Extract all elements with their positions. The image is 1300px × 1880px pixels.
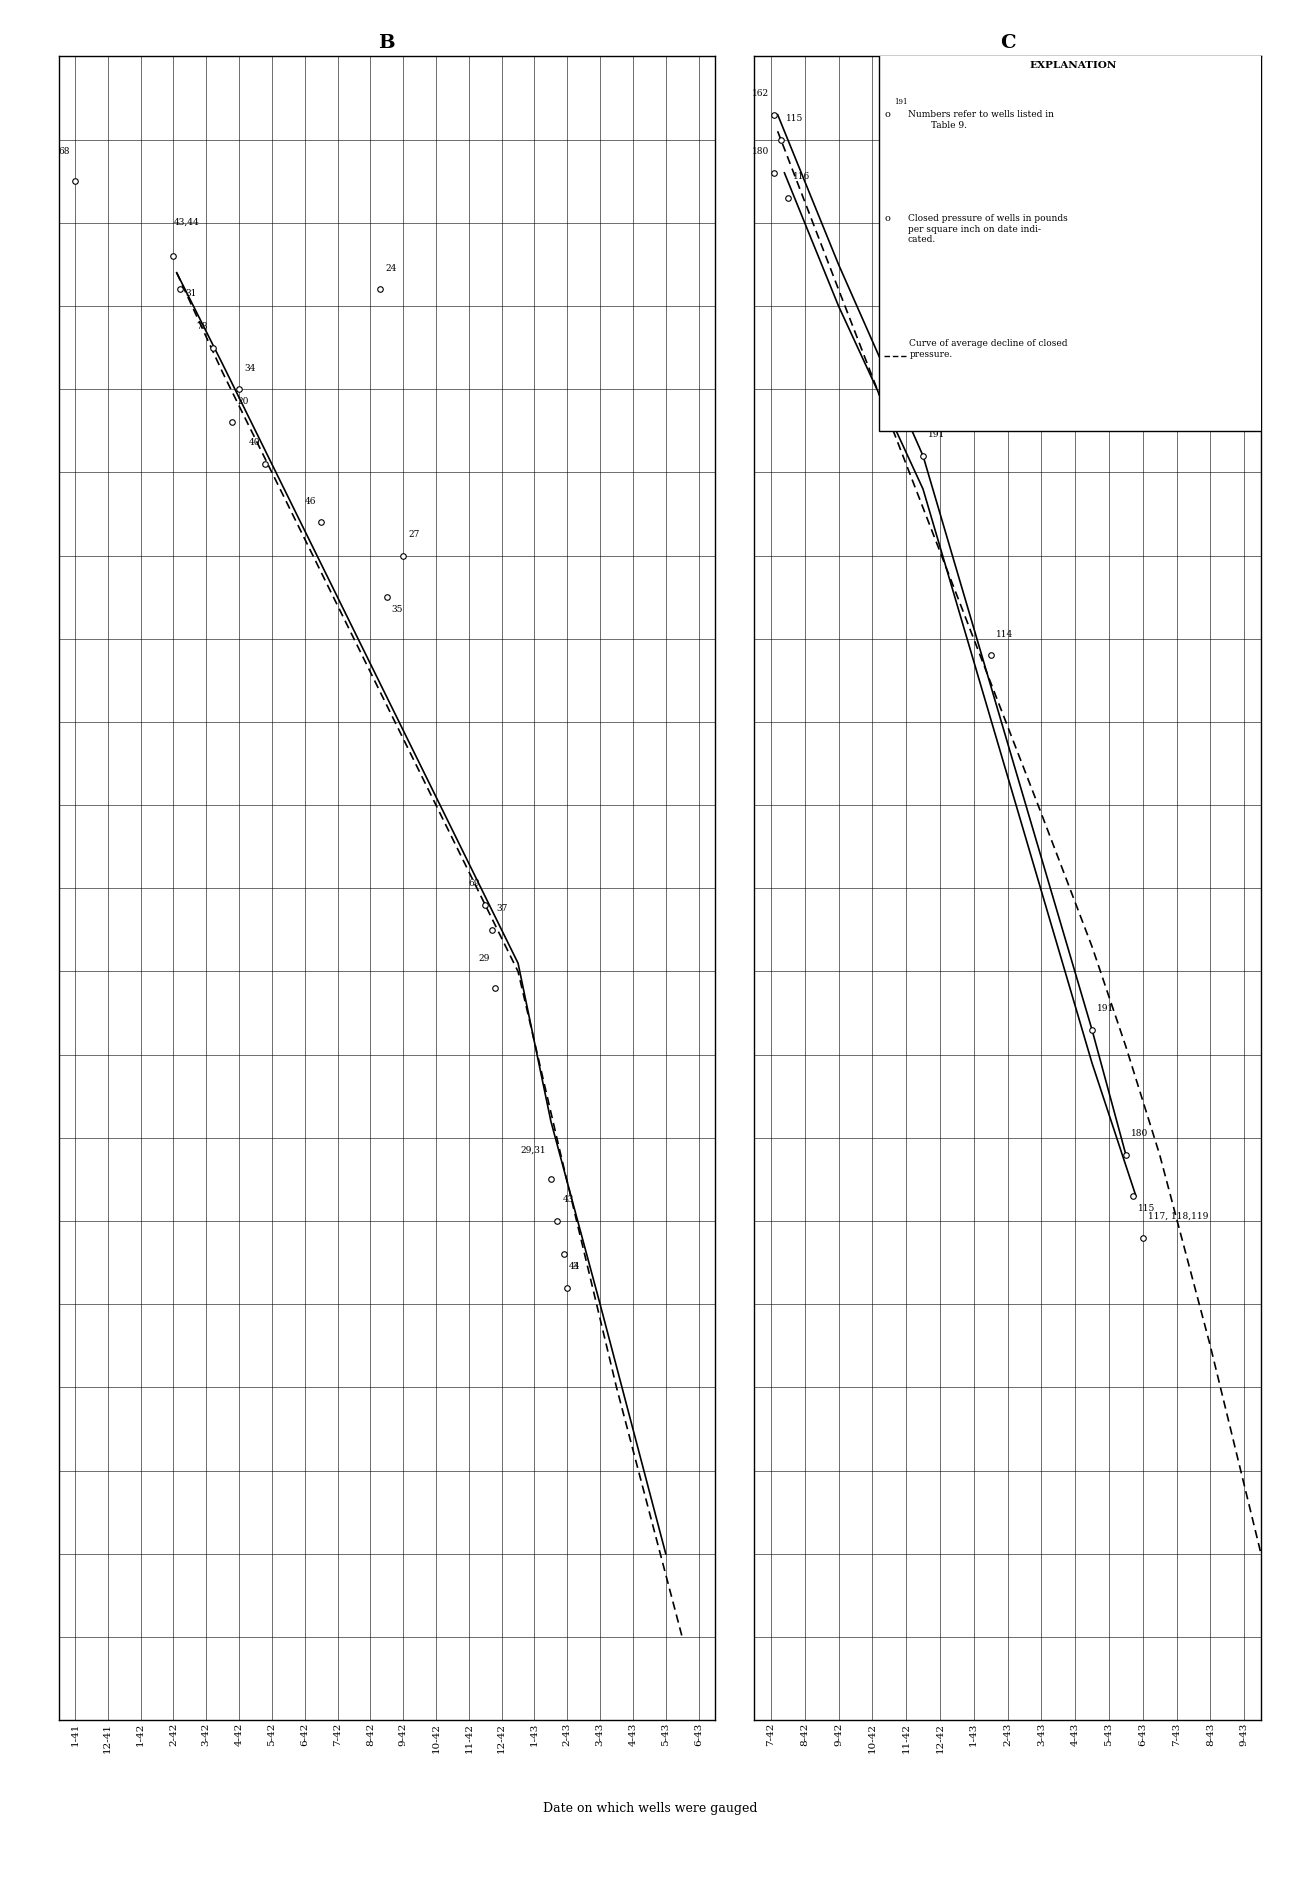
Text: 29: 29	[478, 955, 490, 963]
Text: 115: 115	[1138, 1203, 1154, 1213]
Text: 20: 20	[238, 397, 248, 406]
Text: o: o	[884, 111, 891, 120]
Text: 191: 191	[1097, 1004, 1114, 1013]
Text: 162: 162	[753, 88, 770, 98]
Text: 43,44: 43,44	[173, 218, 199, 227]
Text: 31: 31	[185, 290, 196, 297]
Bar	[879, 39, 1268, 431]
Text: Numbers refer to wells listed in
        Table 9.: Numbers refer to wells listed in Table 9…	[907, 111, 1054, 130]
Text: 46: 46	[304, 496, 316, 506]
Text: 69: 69	[469, 880, 480, 887]
Title: B: B	[378, 34, 395, 53]
Text: 68: 68	[58, 147, 70, 156]
Text: Date on which wells were gauged: Date on which wells were gauged	[543, 1803, 757, 1814]
Text: 35: 35	[391, 605, 403, 613]
Text: Curve of average decline of closed
pressure.: Curve of average decline of closed press…	[910, 338, 1069, 359]
Text: 191: 191	[928, 431, 945, 440]
Text: 44: 44	[569, 1261, 580, 1271]
Text: 37: 37	[497, 904, 508, 914]
Text: 27: 27	[408, 530, 420, 540]
Text: 3: 3	[572, 1261, 577, 1271]
Text: 115: 115	[786, 115, 803, 122]
Text: 191: 191	[894, 98, 907, 105]
Text: EXPLANATION: EXPLANATION	[1030, 60, 1117, 70]
Text: 24: 24	[385, 263, 396, 273]
Text: 40: 40	[248, 438, 260, 447]
Text: o: o	[884, 214, 891, 224]
Text: 29,31: 29,31	[520, 1145, 546, 1154]
Text: 117, 118,119: 117, 118,119	[1148, 1213, 1208, 1222]
Text: 180: 180	[1131, 1128, 1148, 1137]
Text: 116: 116	[793, 173, 810, 180]
Text: Closed pressure of wells in pounds
per square inch on date indi-
cated.: Closed pressure of wells in pounds per s…	[907, 214, 1067, 244]
Text: 78: 78	[196, 321, 208, 331]
Text: 34: 34	[244, 363, 255, 372]
Text: 114: 114	[996, 630, 1013, 639]
Title: C: C	[1000, 34, 1015, 53]
Text: 180: 180	[751, 147, 770, 156]
Text: 43: 43	[563, 1196, 573, 1205]
